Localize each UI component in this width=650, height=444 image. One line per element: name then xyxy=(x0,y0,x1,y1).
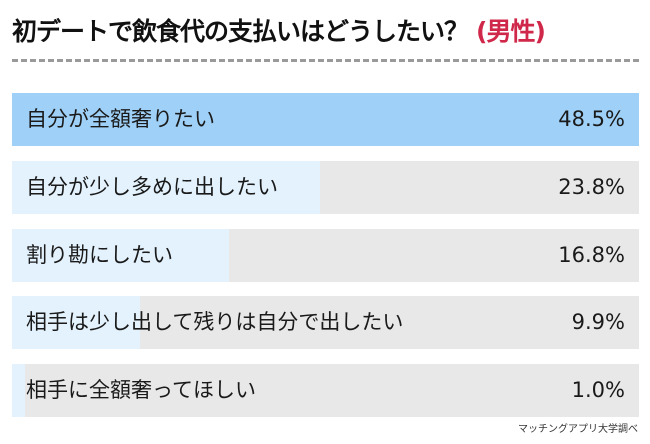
bar-row: 相手は少し出して残りは自分で出したい 9.9% xyxy=(12,296,639,350)
title-accent: (男性) xyxy=(476,17,546,46)
bar-row: 自分が少し多めに出したい 23.8% xyxy=(12,160,639,214)
value-label: 48.5% xyxy=(558,107,625,131)
bar-row: 割り勘にしたい 16.8% xyxy=(12,228,639,282)
source-note: マッチングアプリ大学調べ xyxy=(518,424,638,435)
value-label: 9.9% xyxy=(571,310,625,335)
value-label: 16.8% xyxy=(558,242,625,267)
category-label: 相手に全額奢ってほしい xyxy=(26,378,256,403)
bar-row: 自分が全額奢りたい 48.5% xyxy=(12,93,639,146)
bar xyxy=(12,296,140,350)
category-label: 自分が少し多めに出したい xyxy=(26,174,278,199)
bar-row: 相手に全額奢ってほしい 1.0% xyxy=(12,364,639,418)
bar xyxy=(12,228,230,282)
title-main: 初デートで飲食代の支払いはどうしたい？ xyxy=(12,17,469,46)
category-label: 割り勘にしたい xyxy=(26,242,173,267)
bar xyxy=(12,160,320,214)
dashed-divider xyxy=(12,59,639,62)
category-label: 相手は少し出して残りは自分で出したい xyxy=(26,310,404,335)
value-label: 23.8% xyxy=(558,174,625,199)
bar xyxy=(12,93,639,146)
chart-title: 初デートで飲食代の支払いはどうしたい？ (男性) xyxy=(12,12,546,48)
bar xyxy=(12,364,25,418)
category-label: 自分が全額奢りたい xyxy=(26,107,215,131)
value-label: 1.0% xyxy=(571,378,625,403)
